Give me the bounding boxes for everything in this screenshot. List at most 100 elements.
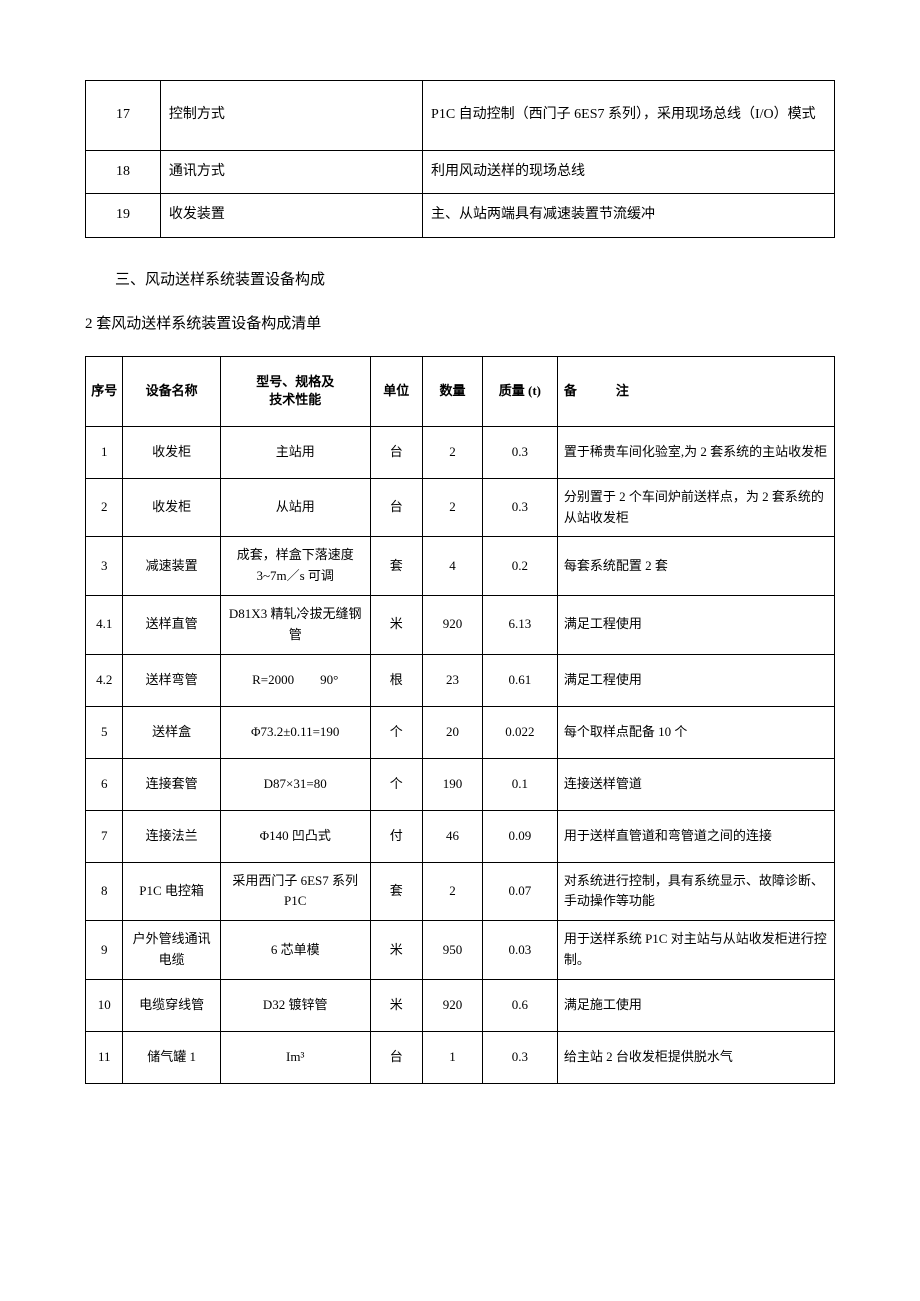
top-parameter-table: 17控制方式P1C 自动控制（西门子 6ES7 系列），采用现场总线（I/O）模… bbox=[85, 80, 835, 238]
cell-spec: 6 芯单模 bbox=[220, 921, 370, 980]
cell-unit: 套 bbox=[370, 537, 422, 596]
cell-qty: 4 bbox=[423, 537, 483, 596]
cell-note: 用于送样系统 P1C 对主站与从站收发柜进行控制。 bbox=[557, 921, 834, 980]
cell-qty: 190 bbox=[423, 758, 483, 810]
cell-num: 17 bbox=[86, 81, 161, 151]
cell-name: 连接法兰 bbox=[123, 810, 220, 862]
cell-qty: 2 bbox=[423, 862, 483, 921]
table-row: 3减速装置成套，样盒下落速度 3~7m／s 可调套40.2每套系统配置 2 套 bbox=[86, 537, 835, 596]
cell-note: 置于稀贵车间化验室,为 2 套系统的主站收发柜 bbox=[557, 426, 834, 478]
cell-spec: 采用西门子 6ES7 系列 P1C bbox=[220, 862, 370, 921]
cell-spec: D32 镀锌管 bbox=[220, 979, 370, 1031]
cell-mass: 0.03 bbox=[482, 921, 557, 980]
cell-unit: 付 bbox=[370, 810, 422, 862]
cell-spec: 从站用 bbox=[220, 478, 370, 537]
cell-seq: 3 bbox=[86, 537, 123, 596]
cell-unit: 套 bbox=[370, 862, 422, 921]
table2-body: 1收发柜主站用台20.3置于稀贵车间化验室,为 2 套系统的主站收发柜2收发柜从… bbox=[86, 426, 835, 1083]
cell-note: 满足工程使用 bbox=[557, 654, 834, 706]
cell-mass: 0.6 bbox=[482, 979, 557, 1031]
table-row: 4.1送样直管D81X3 精轧冷拔无缝钢管米9206.13满足工程使用 bbox=[86, 595, 835, 654]
cell-seq: 6 bbox=[86, 758, 123, 810]
cell-qty: 1 bbox=[423, 1031, 483, 1083]
table-row: 19收发装置主、从站两端具有减速装置节流缓冲 bbox=[86, 194, 835, 237]
cell-qty: 46 bbox=[423, 810, 483, 862]
cell-note: 对系统进行控制，具有系统显示、故障诊断、手动操作等功能 bbox=[557, 862, 834, 921]
table-row: 10电缆穿线管D32 镀锌管米9200.6满足施工使用 bbox=[86, 979, 835, 1031]
cell-note: 每套系统配置 2 套 bbox=[557, 537, 834, 596]
cell-mass: 0.022 bbox=[482, 706, 557, 758]
cell-qty: 2 bbox=[423, 426, 483, 478]
cell-mass: 6.13 bbox=[482, 595, 557, 654]
header-spec-line2: 技术性能 bbox=[225, 391, 366, 409]
cell-name: 收发柜 bbox=[123, 426, 220, 478]
cell-unit: 米 bbox=[370, 979, 422, 1031]
cell-value: 利用风动送样的现场总线 bbox=[423, 151, 835, 194]
cell-seq: 4.2 bbox=[86, 654, 123, 706]
cell-seq: 9 bbox=[86, 921, 123, 980]
cell-unit: 台 bbox=[370, 1031, 422, 1083]
cell-spec: D81X3 精轧冷拔无缝钢管 bbox=[220, 595, 370, 654]
header-qty: 数量 bbox=[423, 356, 483, 426]
table-row: 5送样盒Φ73.2±0.11=190个200.022每个取样点配备 10 个 bbox=[86, 706, 835, 758]
table-row: 9户外管线通讯电缆6 芯单模米9500.03用于送样系统 P1C 对主站与从站收… bbox=[86, 921, 835, 980]
cell-note: 满足施工使用 bbox=[557, 979, 834, 1031]
cell-mass: 0.3 bbox=[482, 1031, 557, 1083]
table-row: 8P1C 电控箱采用西门子 6ES7 系列 P1C套20.07对系统进行控制，具… bbox=[86, 862, 835, 921]
cell-name: 户外管线通讯电缆 bbox=[123, 921, 220, 980]
cell-spec: Φ140 凹凸式 bbox=[220, 810, 370, 862]
cell-seq: 7 bbox=[86, 810, 123, 862]
table-row: 4.2送样弯管R=2000 90°根230.61满足工程使用 bbox=[86, 654, 835, 706]
header-name: 设备名称 bbox=[123, 356, 220, 426]
cell-seq: 5 bbox=[86, 706, 123, 758]
cell-label: 控制方式 bbox=[160, 81, 422, 151]
table-row: 11储气罐 1Im³台10.3给主站 2 台收发柜提供脱水气 bbox=[86, 1031, 835, 1083]
cell-num: 19 bbox=[86, 194, 161, 237]
cell-name: P1C 电控箱 bbox=[123, 862, 220, 921]
cell-note: 每个取样点配备 10 个 bbox=[557, 706, 834, 758]
cell-name: 电缆穿线管 bbox=[123, 979, 220, 1031]
cell-mass: 0.2 bbox=[482, 537, 557, 596]
header-note: 备 注 bbox=[557, 356, 834, 426]
cell-seq: 8 bbox=[86, 862, 123, 921]
cell-spec: 主站用 bbox=[220, 426, 370, 478]
table-row: 1收发柜主站用台20.3置于稀贵车间化验室,为 2 套系统的主站收发柜 bbox=[86, 426, 835, 478]
cell-seq: 1 bbox=[86, 426, 123, 478]
cell-note: 连接送样管道 bbox=[557, 758, 834, 810]
cell-qty: 20 bbox=[423, 706, 483, 758]
cell-mass: 0.61 bbox=[482, 654, 557, 706]
cell-label: 通讯方式 bbox=[160, 151, 422, 194]
cell-unit: 根 bbox=[370, 654, 422, 706]
cell-mass: 0.07 bbox=[482, 862, 557, 921]
header-unit: 单位 bbox=[370, 356, 422, 426]
header-spec-line1: 型号、规格及 bbox=[225, 373, 366, 391]
cell-mass: 0.3 bbox=[482, 478, 557, 537]
table-row: 17控制方式P1C 自动控制（西门子 6ES7 系列），采用现场总线（I/O）模… bbox=[86, 81, 835, 151]
cell-note: 分别置于 2 个车间炉前送样点，为 2 套系统的从站收发柜 bbox=[557, 478, 834, 537]
cell-unit: 米 bbox=[370, 921, 422, 980]
cell-name: 送样直管 bbox=[123, 595, 220, 654]
table-row: 6连接套管D87×31=80个1900.1连接送样管道 bbox=[86, 758, 835, 810]
list-heading: 2 套风动送样系统装置设备构成清单 bbox=[85, 312, 835, 336]
cell-note: 满足工程使用 bbox=[557, 595, 834, 654]
header-seq: 序号 bbox=[86, 356, 123, 426]
cell-name: 收发柜 bbox=[123, 478, 220, 537]
section-heading: 三、风动送样系统装置设备构成 bbox=[115, 268, 835, 292]
cell-num: 18 bbox=[86, 151, 161, 194]
cell-qty: 920 bbox=[423, 979, 483, 1031]
cell-value: P1C 自动控制（西门子 6ES7 系列），采用现场总线（I/O）模式 bbox=[423, 81, 835, 151]
cell-label: 收发装置 bbox=[160, 194, 422, 237]
table-row: 2收发柜从站用台20.3分别置于 2 个车间炉前送样点，为 2 套系统的从站收发… bbox=[86, 478, 835, 537]
cell-name: 送样弯管 bbox=[123, 654, 220, 706]
cell-value: 主、从站两端具有减速装置节流缓冲 bbox=[423, 194, 835, 237]
table1-body: 17控制方式P1C 自动控制（西门子 6ES7 系列），采用现场总线（I/O）模… bbox=[86, 81, 835, 238]
equipment-list-table: 序号 设备名称 型号、规格及 技术性能 单位 数量 质量 (t) 备 注 1收发… bbox=[85, 356, 835, 1084]
cell-seq: 2 bbox=[86, 478, 123, 537]
cell-qty: 2 bbox=[423, 478, 483, 537]
table-row: 18通讯方式利用风动送样的现场总线 bbox=[86, 151, 835, 194]
cell-unit: 米 bbox=[370, 595, 422, 654]
cell-spec: R=2000 90° bbox=[220, 654, 370, 706]
cell-spec: Im³ bbox=[220, 1031, 370, 1083]
table-row: 7连接法兰Φ140 凹凸式付460.09用于送样直管道和弯管道之间的连接 bbox=[86, 810, 835, 862]
cell-seq: 10 bbox=[86, 979, 123, 1031]
